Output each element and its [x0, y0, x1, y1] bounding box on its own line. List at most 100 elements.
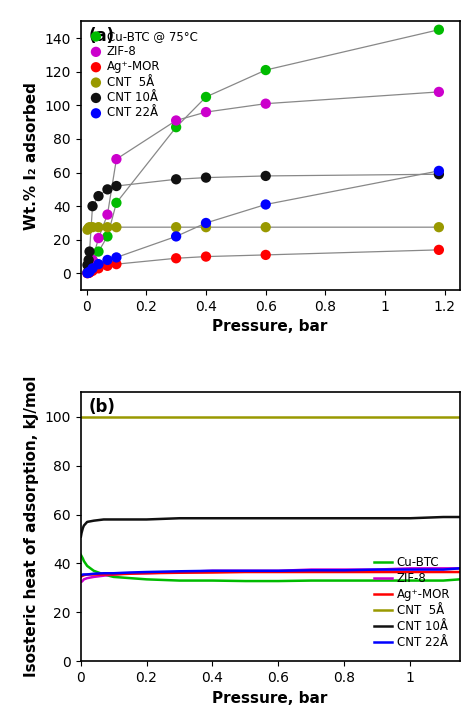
- Ag⁺-MOR: [86, 267, 93, 278]
- ZIF-8: [79, 577, 84, 586]
- Ag⁺-MOR: [113, 259, 120, 270]
- CNT  5Å: [113, 222, 120, 233]
- CNT  5Å: [89, 222, 96, 233]
- Cu-BTC: [374, 577, 380, 585]
- CNT  5Å: [457, 412, 463, 421]
- ZIF-8: [83, 267, 91, 279]
- ZIF-8: [113, 154, 120, 165]
- Line: ZIF-8: ZIF-8: [81, 568, 460, 582]
- ZIF-8: [435, 86, 443, 97]
- CNT 10Å: [202, 172, 210, 183]
- Ag⁺-MOR: [173, 252, 180, 264]
- ZIF-8: [275, 567, 281, 575]
- CNT 22Å: [80, 570, 86, 579]
- CNT  5Å: [262, 222, 270, 233]
- Ag⁺-MOR: [408, 568, 413, 577]
- Ag⁺-MOR: [85, 267, 92, 279]
- CNT 10Å: [81, 521, 87, 530]
- CNT 10Å: [440, 513, 446, 521]
- CNT 10Å: [144, 515, 149, 524]
- Cu-BTC: [243, 577, 248, 585]
- Cu-BTC: [210, 577, 215, 585]
- Ag⁺-MOR: [79, 572, 84, 580]
- Cu-BTC: [275, 577, 281, 585]
- CNT 10Å: [91, 516, 97, 525]
- CNT  5Å: [80, 412, 86, 421]
- Cu-BTC: [408, 577, 413, 585]
- CNT 10Å: [374, 514, 380, 523]
- CNT 10Å: [83, 260, 91, 271]
- CNT 22Å: [374, 565, 380, 574]
- Ag⁺-MOR: [309, 568, 314, 577]
- CNT  5Å: [202, 222, 210, 233]
- CNT 22Å: [113, 252, 120, 263]
- ZIF-8: [177, 568, 182, 577]
- CNT 10Å: [101, 515, 107, 524]
- CNT 10Å: [275, 514, 281, 523]
- CNT 10Å: [309, 514, 314, 523]
- CNT  5Å: [210, 412, 215, 421]
- CNT 22Å: [81, 570, 87, 579]
- CNT  5Å: [177, 412, 182, 421]
- CNT 10Å: [342, 514, 347, 523]
- CNT 10Å: [78, 533, 84, 541]
- X-axis label: Pressure, bar: Pressure, bar: [212, 319, 328, 334]
- ZIF-8: [89, 255, 96, 266]
- Line: Ag⁺-MOR: Ag⁺-MOR: [81, 572, 460, 577]
- Cu-BTC: [80, 555, 86, 563]
- Cu-BTC: [440, 577, 446, 585]
- CNT  5Å: [85, 223, 92, 234]
- Cu-BTC: [177, 577, 182, 585]
- CNT 22Å: [309, 566, 314, 574]
- Cu-BTC @ 75°C: [262, 65, 270, 76]
- Cu-BTC: [84, 562, 90, 570]
- ZIF-8: [342, 565, 347, 574]
- Cu-BTC: [144, 575, 149, 584]
- Cu-BTC: [457, 575, 463, 584]
- CNT  5Å: [342, 412, 347, 421]
- CNT 22Å: [440, 565, 446, 574]
- Cu-BTC @ 75°C: [85, 265, 92, 277]
- ZIF-8: [127, 569, 133, 577]
- CNT  5Å: [408, 412, 413, 421]
- CNT  5Å: [81, 412, 87, 421]
- Ag⁺-MOR: [177, 569, 182, 577]
- Y-axis label: Wt.% I₂ adsorbed: Wt.% I₂ adsorbed: [24, 82, 39, 230]
- X-axis label: Pressure, bar: Pressure, bar: [212, 690, 328, 705]
- CNT 22Å: [111, 569, 117, 577]
- CNT 10Å: [111, 515, 117, 524]
- Cu-BTC: [342, 577, 347, 585]
- CNT  5Å: [374, 412, 380, 421]
- CNT  5Å: [275, 412, 281, 421]
- CNT  5Å: [86, 222, 93, 233]
- CNT  5Å: [127, 412, 133, 421]
- CNT 22Å: [86, 266, 93, 277]
- ZIF-8: [202, 107, 210, 118]
- CNT  5Å: [440, 412, 446, 421]
- Cu-BTC @ 75°C: [173, 122, 180, 133]
- ZIF-8: [374, 565, 380, 574]
- Cu-BTC @ 75°C: [113, 197, 120, 208]
- ZIF-8: [95, 232, 102, 244]
- Cu-BTC: [91, 567, 97, 575]
- Cu-BTC: [78, 550, 84, 559]
- CNT 10Å: [89, 201, 96, 212]
- CNT  5Å: [79, 412, 84, 421]
- ZIF-8: [78, 577, 84, 586]
- CNT 22Å: [342, 566, 347, 574]
- CNT 22Å: [84, 570, 90, 579]
- Ag⁺-MOR: [374, 568, 380, 577]
- ZIF-8: [86, 264, 93, 276]
- Legend: Cu-BTC @ 75°C, ZIF-8, Ag⁺-MOR, CNT  5Å, CNT 10Å, CNT 22Å: Cu-BTC @ 75°C, ZIF-8, Ag⁺-MOR, CNT 5Å, C…: [86, 27, 200, 122]
- CNT 22Å: [78, 572, 84, 580]
- Ag⁺-MOR: [144, 569, 149, 577]
- CNT 10Å: [79, 529, 84, 538]
- CNT 22Å: [210, 567, 215, 575]
- CNT 22Å: [408, 565, 413, 574]
- Cu-BTC: [101, 570, 107, 579]
- Ag⁺-MOR: [210, 568, 215, 577]
- Ag⁺-MOR: [435, 244, 443, 255]
- Legend: Cu-BTC, ZIF-8, Ag⁺-MOR, CNT  5Å, CNT 10Å, CNT 22Å: Cu-BTC, ZIF-8, Ag⁺-MOR, CNT 5Å, CNT 10Å,…: [371, 552, 454, 653]
- Ag⁺-MOR: [101, 570, 107, 579]
- CNT 22Å: [173, 231, 180, 242]
